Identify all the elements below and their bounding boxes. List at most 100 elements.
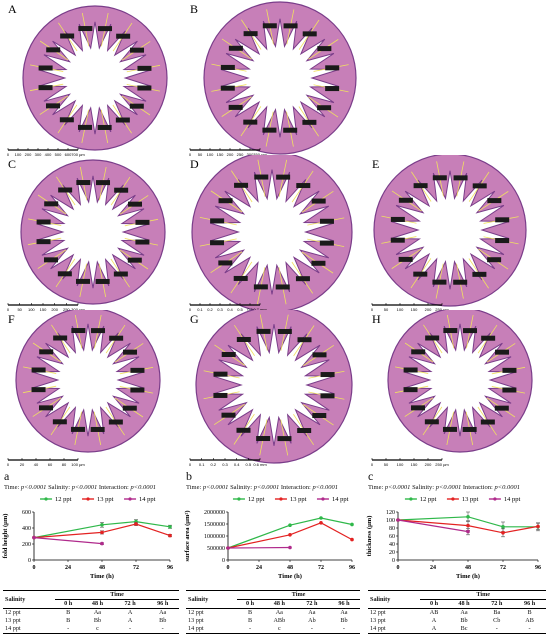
table-cell: Cb [493,617,501,624]
legend-label: 13 ppt [462,496,479,503]
scale-tick-label: 250 µm [435,462,449,467]
table-row: 13 ppt A Bb Cb AB [368,617,546,625]
table-cell: A [127,609,133,616]
y-tick-label: 0 [222,558,225,564]
scale-tick-label: 200 [425,307,432,312]
data-point [466,515,470,519]
panel-label: B [190,2,198,16]
panel-label: C [8,157,16,171]
scale-tick-label: 20 [20,462,25,467]
measure-tag [390,237,405,243]
scale-tick-label: 700 µm [71,152,85,157]
chart-panel-label: a [4,469,10,483]
legend-marker [409,497,413,501]
scale-tick-label: 250 [63,307,70,312]
measure-tag [96,180,111,186]
measure-tag [130,367,145,373]
legend-marker [128,497,132,501]
measure-tag [77,124,92,130]
salinity-header: Salinity [186,590,238,609]
scale-tick-label: 0.2 [207,307,213,312]
measure-tag [472,271,487,277]
y-tick-label: 400 [22,526,31,532]
measure-tag [302,31,317,37]
measure-tag [277,436,292,442]
measure-tag [453,175,468,181]
row-label: 13 ppt [188,617,204,624]
scale-tick-label: 100 [28,307,35,312]
time-column-header: 96 h [146,599,179,609]
series-line [33,520,171,539]
panel-label: G [190,312,199,326]
measure-tag [442,426,457,432]
measure-tag [311,260,326,266]
y-tick-label: 20 [389,550,395,556]
measure-tag [302,119,317,125]
chart-panel-label: b [186,469,192,483]
stats-time-value: p<0.0001 [202,484,229,491]
row-label: 12 ppt [5,609,21,616]
series-line [227,522,353,549]
table-cell: Bb [93,617,102,624]
measure-tag [311,198,326,204]
data-point [501,525,505,529]
measure-tag [58,187,73,193]
data-point [168,533,172,538]
scale-tick-label: 200 [25,152,32,157]
x-tick-label: 0 [397,565,400,571]
measure-tag [123,349,138,355]
y-tick-label: 0 [28,558,31,564]
measure-tag [487,257,502,263]
measure-tag [432,175,447,181]
measure-tag [283,127,298,133]
measure-tag [236,427,251,433]
measure-tag [403,367,418,373]
measure-tag [57,271,72,277]
line-chart-b: 12 ppt 13 ppt 14 ppt 0 500000 1000000 1500000 2… [184,496,355,580]
measure-tag [137,65,152,71]
panel-label: F [8,312,15,326]
scale-tick-label: 100 [397,307,404,312]
data-point [100,530,104,535]
legend-label: 13 ppt [97,496,114,503]
legend-marker [321,497,325,501]
stats-salinity-label: Salinity: [412,484,435,491]
measure-tag [210,240,225,246]
scale-tick-label: 0 [371,462,374,467]
legend-marker [451,497,455,501]
measure-tag [413,183,428,189]
line-chart-a: 12 ppt 13 ppt 14 ppt 0 200 400 600 0 24 48 72 96 Tim… [2,496,173,580]
measure-tag [390,216,405,222]
table-cell: - [513,625,546,634]
measure-tag [275,284,290,290]
legend-marker [279,497,283,501]
measure-tag [36,219,51,225]
scale-tick-label: 0.4 [234,462,240,467]
time-column-header: 96 h [513,599,546,609]
row-label: 14 ppt [368,625,421,634]
stats-line: Time: p<0.0001 Salinity: p<0.0001 Intera… [186,484,338,491]
scale-tick-label: 300 [35,152,42,157]
measure-tag [98,26,113,32]
stats-salinity-value: p<0.0001 [71,484,98,491]
measure-tag [425,335,440,341]
x-tick-label: 48 [99,565,105,571]
measure-tag [487,198,502,204]
measure-tag [78,26,93,32]
scale-tick-label: 250 µm [435,307,449,312]
measure-tag [114,187,129,193]
table-cell: Bb [159,617,167,624]
measure-tag [95,278,110,284]
stats-interaction-value: p<0.0001 [494,484,520,491]
table-row: 12 ppt B Aa A Aa [3,609,179,618]
table-cell: B [527,609,532,616]
scale-tick-label: 0.5 [246,462,252,467]
measure-tag [296,183,311,189]
scale-tick-label: 40 [34,462,39,467]
table-row: 12 ppt AB Aa Ba B [368,609,546,618]
measure-tag [463,328,478,334]
x-tick-label: 0 [33,565,36,571]
measure-tag [113,271,128,277]
series-line [397,519,539,534]
data-point [319,521,323,525]
